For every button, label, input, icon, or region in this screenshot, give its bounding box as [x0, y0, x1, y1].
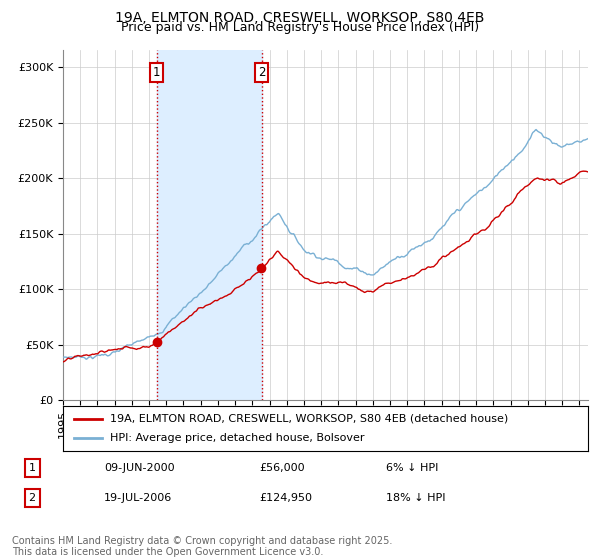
- Text: 19A, ELMTON ROAD, CRESWELL, WORKSOP, S80 4EB: 19A, ELMTON ROAD, CRESWELL, WORKSOP, S80…: [115, 11, 485, 25]
- Text: 19A, ELMTON ROAD, CRESWELL, WORKSOP, S80 4EB (detached house): 19A, ELMTON ROAD, CRESWELL, WORKSOP, S80…: [110, 413, 509, 423]
- Text: HPI: Average price, detached house, Bolsover: HPI: Average price, detached house, Bols…: [110, 433, 365, 444]
- Text: 19-JUL-2006: 19-JUL-2006: [104, 493, 172, 503]
- Text: 1: 1: [153, 66, 160, 79]
- Text: 2: 2: [29, 493, 36, 503]
- Bar: [157, 50, 262, 400]
- Text: Price paid vs. HM Land Registry's House Price Index (HPI): Price paid vs. HM Land Registry's House …: [121, 21, 479, 34]
- Text: 2: 2: [258, 66, 265, 79]
- Text: 18% ↓ HPI: 18% ↓ HPI: [386, 493, 446, 503]
- Text: Contains HM Land Registry data © Crown copyright and database right 2025.
This d: Contains HM Land Registry data © Crown c…: [12, 535, 392, 557]
- Text: 1: 1: [29, 463, 35, 473]
- Text: £56,000: £56,000: [260, 463, 305, 473]
- Text: £124,950: £124,950: [260, 493, 313, 503]
- Text: 09-JUN-2000: 09-JUN-2000: [104, 463, 175, 473]
- Text: 6% ↓ HPI: 6% ↓ HPI: [386, 463, 439, 473]
